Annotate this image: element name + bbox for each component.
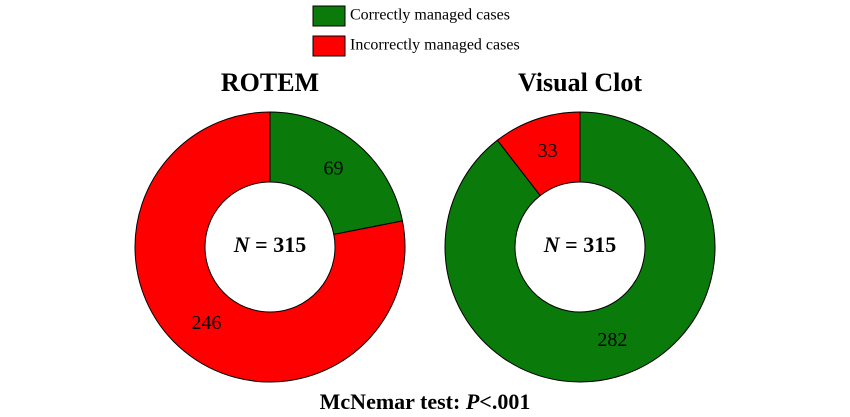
data-label: 69 <box>324 157 344 179</box>
donut-slice <box>496 111 581 197</box>
center-label-part: = 315 <box>250 232 307 257</box>
center-label: N = 315 <box>233 232 306 257</box>
legend-swatch <box>312 35 346 57</box>
data-label: 282 <box>597 329 627 351</box>
center-label-part: N <box>543 232 561 257</box>
chart-title: ROTEM <box>221 68 319 97</box>
footer-text: P <box>465 389 480 414</box>
center-label-part: = 315 <box>560 232 617 257</box>
legend: Correctly managed cases Incorrectly manag… <box>312 5 520 57</box>
legend-swatch <box>312 5 346 27</box>
donut-slice <box>269 111 404 236</box>
center-label-part: N <box>233 232 251 257</box>
data-label: 246 <box>191 312 221 334</box>
donut-slice <box>134 111 406 383</box>
legend-label: Correctly managed cases <box>350 7 510 24</box>
footer-text: McNemar test: <box>320 389 466 414</box>
data-label: 33 <box>538 140 558 162</box>
footer: McNemar test: P<.001 <box>320 389 531 414</box>
legend-label: Incorrectly managed cases <box>350 37 520 54</box>
donut-slice <box>444 111 716 383</box>
footer-text: <.001 <box>479 389 530 414</box>
chart-title: Visual Clot <box>518 68 642 97</box>
center-label: N = 315 <box>543 232 616 257</box>
